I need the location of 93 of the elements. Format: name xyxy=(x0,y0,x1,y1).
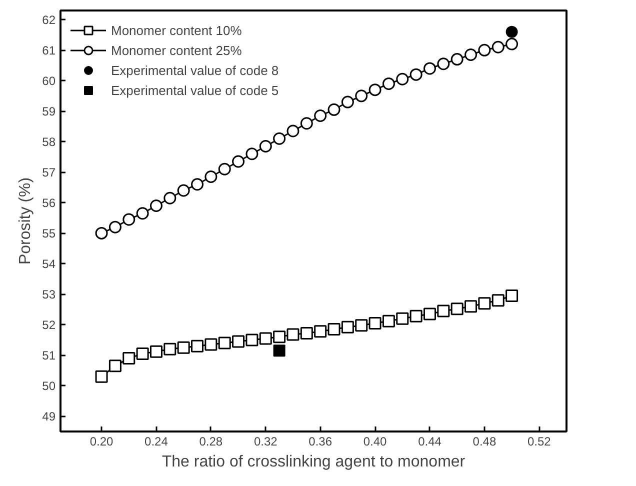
y-tick-label: 53 xyxy=(42,288,56,302)
point xyxy=(478,297,491,310)
x-axis-title: The ratio of crosslinking agent to monomer xyxy=(162,454,466,470)
point xyxy=(478,44,491,56)
point xyxy=(382,77,395,90)
point xyxy=(246,334,258,346)
point xyxy=(232,155,245,168)
point xyxy=(450,53,464,66)
x-tick-label: 0.32 xyxy=(254,434,278,448)
point xyxy=(177,184,190,197)
point xyxy=(300,117,313,130)
point xyxy=(218,336,231,350)
point xyxy=(328,323,340,336)
point xyxy=(122,213,136,226)
legend-label: Monomer content 10% xyxy=(111,22,242,38)
point xyxy=(437,304,450,318)
y-tick-label: 56 xyxy=(42,196,56,210)
point xyxy=(95,226,108,240)
point xyxy=(328,103,340,116)
y-tick-label: 54 xyxy=(42,257,56,272)
point xyxy=(273,330,286,344)
point xyxy=(204,338,218,351)
point xyxy=(464,300,478,313)
point xyxy=(506,38,518,50)
point xyxy=(259,332,272,345)
y-tick-label: 55 xyxy=(42,226,56,241)
point xyxy=(410,310,422,322)
point xyxy=(204,170,218,184)
point xyxy=(150,200,162,212)
point xyxy=(218,162,231,176)
point xyxy=(396,72,409,86)
point xyxy=(136,207,149,220)
point xyxy=(286,124,300,138)
x-tick-label: 0.44 xyxy=(418,434,442,448)
point xyxy=(314,325,327,338)
point xyxy=(382,314,395,328)
point xyxy=(191,340,204,352)
x-tick-label: 0.48 xyxy=(472,434,496,448)
x-tick-label: 0.20 xyxy=(90,434,114,448)
point xyxy=(286,328,300,341)
point xyxy=(95,370,108,383)
point xyxy=(273,344,286,357)
point xyxy=(300,327,313,340)
point xyxy=(506,289,518,302)
point xyxy=(136,347,149,360)
point xyxy=(506,26,518,38)
point xyxy=(232,335,245,348)
x-tick-label: 0.24 xyxy=(144,434,168,448)
point xyxy=(122,352,136,365)
point xyxy=(396,312,409,325)
point xyxy=(150,345,162,358)
y-tick-label: 60 xyxy=(42,74,56,88)
point xyxy=(368,316,382,330)
legend-label: Experimental value of code 8 xyxy=(111,62,279,78)
point xyxy=(259,140,272,152)
point xyxy=(108,220,122,234)
x-tick-label: 0.28 xyxy=(199,434,223,448)
point xyxy=(314,110,327,122)
point xyxy=(423,308,436,320)
point xyxy=(355,90,368,102)
point xyxy=(164,342,176,356)
y-tick-label: 62 xyxy=(42,13,56,28)
y-tick-label: 57 xyxy=(42,166,56,180)
x-tick-label: 0.36 xyxy=(308,434,332,448)
legend-label: Experimental value of code 5 xyxy=(111,82,279,98)
legend-label: Monomer content 25% xyxy=(111,42,242,58)
x-tick-label: 0.40 xyxy=(363,434,388,448)
point xyxy=(368,84,382,96)
point xyxy=(246,148,258,160)
point xyxy=(108,360,122,372)
point xyxy=(423,62,436,75)
y-tick-label: 49 xyxy=(42,410,56,424)
point xyxy=(341,320,354,334)
point xyxy=(437,58,450,70)
y-tick-label: 58 xyxy=(42,135,56,150)
point xyxy=(341,96,354,108)
y-tick-label: 50 xyxy=(42,379,56,394)
point xyxy=(355,319,368,332)
point xyxy=(410,68,422,81)
point xyxy=(273,132,286,145)
point xyxy=(450,302,464,316)
point xyxy=(164,192,176,204)
point xyxy=(492,40,504,54)
y-tick-label: 59 xyxy=(42,104,56,119)
x-tick-label: 0.52 xyxy=(527,434,552,448)
y-tick-label: 61 xyxy=(42,44,56,58)
y-tick-label: 52 xyxy=(42,318,56,332)
point xyxy=(464,48,478,61)
point xyxy=(191,178,204,191)
point xyxy=(177,341,190,354)
y-axis-title: Porosity (%) xyxy=(17,177,34,265)
point xyxy=(492,294,504,307)
y-tick-label: 51 xyxy=(42,348,56,363)
